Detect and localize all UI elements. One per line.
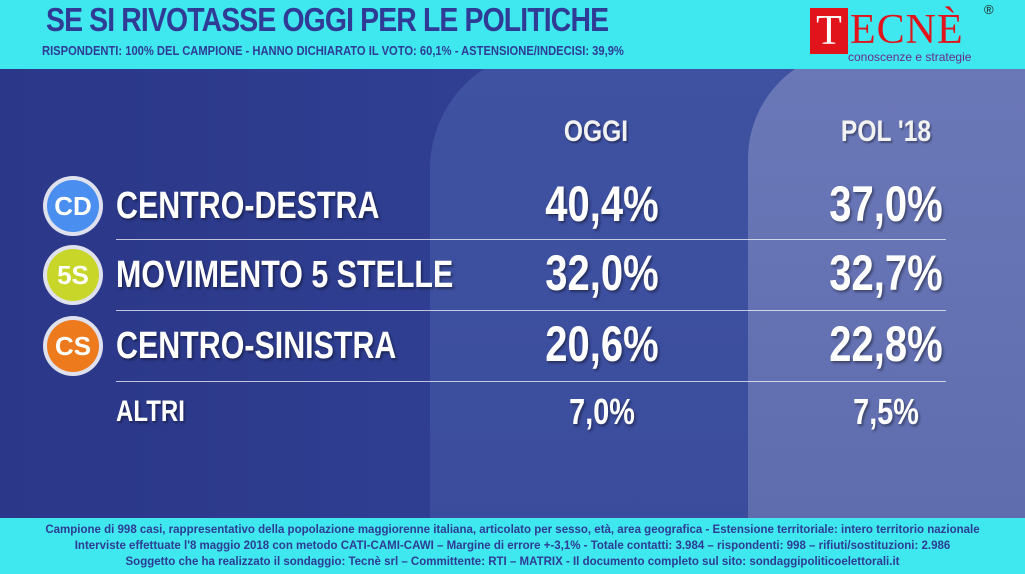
tecne-logo: T ECNÈ ® conoscenze e strategie	[808, 2, 1003, 64]
footer-notes: Campione di 998 casi, rappresentativo de…	[0, 518, 1025, 574]
value-today: 32,0%	[545, 245, 659, 301]
value-previous: 37,0%	[829, 176, 943, 232]
badge-movimento-5-stelle: 5S	[47, 249, 99, 301]
previous-column-panel	[748, 69, 1025, 518]
badge-centro-sinistra: CS	[47, 320, 99, 372]
registered-mark: ®	[984, 2, 994, 17]
footer-line: Soggetto che ha realizzato il sondaggio:…	[125, 556, 900, 568]
value-previous: 32,7%	[829, 245, 943, 301]
logo-letter-box: T	[810, 8, 848, 54]
row-divider	[116, 310, 946, 311]
value-previous: 22,8%	[829, 316, 943, 372]
party-label: CENTRO-SINISTRA	[116, 325, 397, 367]
value-today: 40,4%	[545, 176, 659, 232]
value-previous: 7,5%	[853, 391, 919, 432]
party-label: MOVIMENTO 5 STELLE	[116, 254, 454, 296]
results-panel	[0, 69, 1025, 518]
party-label: ALTRI	[116, 395, 185, 428]
row-divider	[116, 239, 946, 240]
row-divider	[116, 381, 946, 382]
badge-centro-destra: CD	[47, 180, 99, 232]
column-header-previous: POL '18	[840, 115, 932, 148]
page-title: SE SI RIVOTASSE OGGI PER LE POLITICHE	[46, 1, 609, 38]
logo-tagline: conoscenze e strategie	[848, 50, 972, 64]
column-header-today: OGGI	[563, 115, 629, 148]
header-bar: SE SI RIVOTASSE OGGI PER LE POLITICHE RI…	[0, 0, 1025, 69]
value-today: 20,6%	[545, 316, 659, 372]
value-today: 7,0%	[569, 391, 635, 432]
footer-line: Interviste effettuate l'8 maggio 2018 co…	[74, 540, 951, 552]
page-subtitle: RISPONDENTI: 100% DEL CAMPIONE - HANNO D…	[42, 43, 624, 58]
party-label: CENTRO-DESTRA	[116, 185, 380, 227]
footer-line: Campione di 998 casi, rappresentativo de…	[45, 524, 980, 536]
logo-wordmark: ECNÈ	[850, 7, 964, 53]
